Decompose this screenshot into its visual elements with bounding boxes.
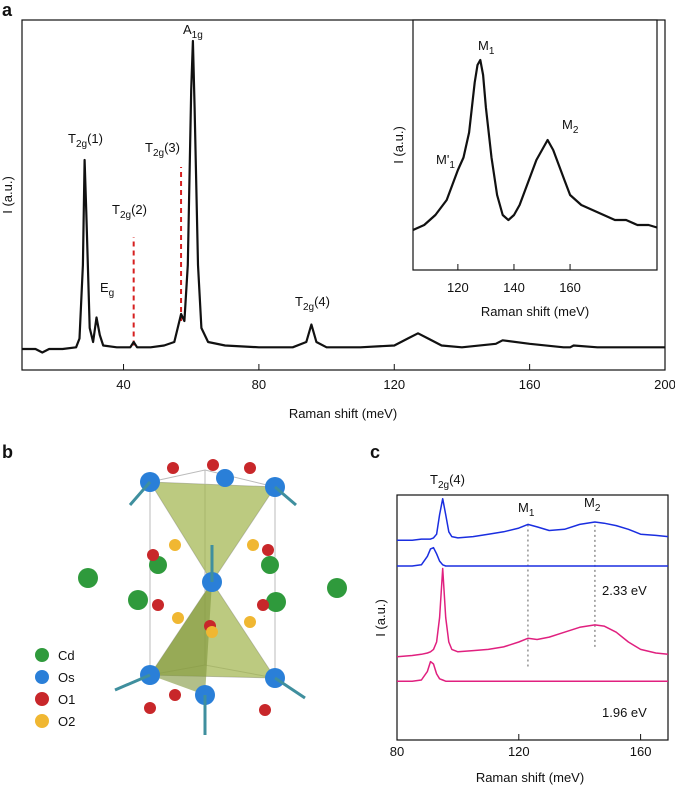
legend-label: Os — [58, 670, 75, 685]
annotation-text: T — [112, 202, 120, 217]
x-tick-label: 120 — [447, 280, 469, 295]
annotation-subscript: 2g — [303, 302, 314, 313]
annotation: T2g(1) — [68, 131, 103, 150]
legend-label: O2 — [58, 714, 75, 729]
panel-label: a — [2, 0, 13, 20]
spectrum-line — [412, 58, 658, 232]
annotation: M1 — [478, 38, 495, 57]
x-tick-label: 80 — [390, 744, 404, 759]
legend-swatch — [35, 648, 49, 662]
annotation: T2g(3) — [145, 140, 180, 159]
annotation: 2.33 eV — [602, 583, 647, 598]
spectrum-line — [397, 546, 668, 567]
x-axis-label: Raman shift (meV) — [481, 304, 589, 319]
annotation-subscript: g — [109, 288, 115, 299]
plot-frame — [21, 19, 666, 371]
annotation-subscript: 2g — [153, 148, 164, 159]
y-axis-label: I (a.u.) — [373, 599, 388, 637]
annotation-text: M — [518, 500, 529, 515]
annotation-text: M — [562, 117, 573, 132]
spectrum-line — [396, 567, 669, 658]
panel-label: b — [2, 442, 13, 462]
annotation: M1 — [518, 500, 535, 519]
x-tick-label: 120 — [508, 744, 530, 759]
annotation-suffix: (2) — [131, 202, 147, 217]
y-axis-label: I (a.u.) — [391, 126, 406, 164]
spectrum-line — [22, 39, 665, 354]
annotation-text: T — [295, 294, 303, 309]
crystal-structure — [78, 459, 347, 735]
annotation-subscript: 1g — [192, 30, 203, 41]
x-tick-label: 160 — [519, 377, 541, 392]
annotation-text: A — [183, 22, 192, 37]
annotation: 1.96 eV — [602, 705, 647, 720]
annotation-subscript: 1 — [449, 160, 455, 171]
annotation-text: T — [68, 131, 76, 146]
annotation-subscript: 2 — [595, 503, 601, 514]
annotation-subscript: 2 — [573, 125, 579, 136]
x-axis-label: Raman shift (meV) — [289, 406, 397, 421]
annotation-subscript: 1 — [529, 508, 535, 519]
annotation-text: T — [145, 140, 153, 155]
annotation: M2 — [584, 495, 601, 514]
legend: Cd Os O1 O2 — [35, 648, 75, 729]
spectrum-line — [397, 660, 668, 682]
annotation-suffix: (4) — [449, 472, 465, 487]
panel-label: c — [370, 442, 380, 462]
annotation-subscript: 1 — [489, 46, 495, 57]
annotation-text: E — [100, 280, 109, 295]
annotation-text: M — [584, 495, 595, 510]
x-tick-label: 40 — [116, 377, 130, 392]
annotation-subscript: 2g — [76, 139, 87, 150]
legend-swatch — [35, 692, 49, 706]
y-axis-label: I (a.u.) — [0, 176, 15, 214]
x-tick-label: 120 — [383, 377, 405, 392]
annotation: Eg — [100, 280, 114, 299]
plot-frame — [396, 494, 669, 741]
spectrum-line — [397, 497, 669, 542]
annotation-suffix: (4) — [314, 294, 330, 309]
annotation-subscript: 2g — [438, 480, 449, 491]
annotation-suffix: (3) — [164, 140, 180, 155]
annotation-subscript: 2g — [120, 210, 131, 221]
annotation-suffix: (1) — [87, 131, 103, 146]
annotation: M'1 — [436, 152, 455, 171]
annotation: T2g(4) — [295, 294, 330, 313]
legend-swatch — [35, 714, 49, 728]
plot-frame — [412, 19, 658, 271]
x-tick-label: 80 — [252, 377, 266, 392]
annotation-text: M — [478, 38, 489, 53]
x-tick-label: 140 — [503, 280, 525, 295]
legend-swatch — [35, 670, 49, 684]
annotation: T2g(4) — [430, 472, 465, 491]
legend-label: Cd — [58, 648, 75, 663]
annotation: A1g — [183, 22, 203, 41]
annotation-text: M' — [436, 152, 449, 167]
x-tick-label: 160 — [630, 744, 652, 759]
annotation: M2 — [562, 117, 579, 136]
x-tick-label: 200 — [654, 377, 675, 392]
x-axis-label: Raman shift (meV) — [476, 770, 584, 785]
annotation: T2g(2) — [112, 202, 147, 221]
inset-background — [413, 20, 657, 270]
annotation-text: 1.96 eV — [602, 705, 647, 720]
annotation-text: T — [430, 472, 438, 487]
annotation-text: 2.33 eV — [602, 583, 647, 598]
x-tick-label: 160 — [559, 280, 581, 295]
legend-label: O1 — [58, 692, 75, 707]
